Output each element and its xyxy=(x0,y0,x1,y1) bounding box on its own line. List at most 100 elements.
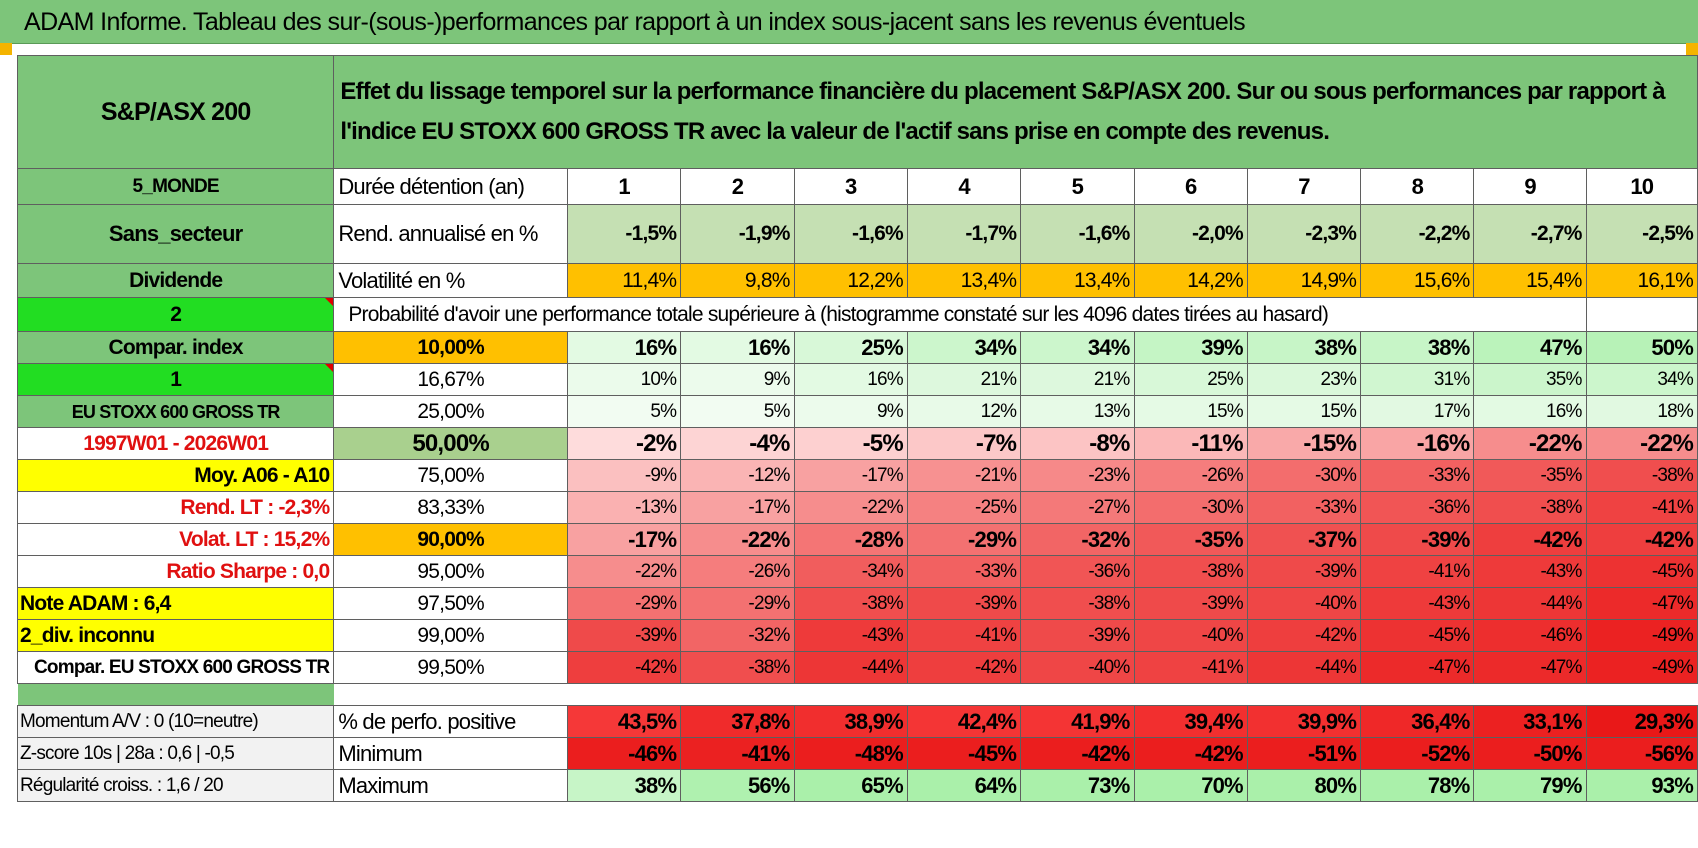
probability-value: -47% xyxy=(1473,651,1587,684)
description-line-2: l'indice EU STOXX 600 GROSS TR avec la v… xyxy=(340,118,1330,145)
annual-return-value: -1,6% xyxy=(1020,204,1135,264)
probability-value: -44% xyxy=(793,651,908,684)
probability-value: -7% xyxy=(906,427,1022,460)
minimum-left-cell: Z-score 10s | 28a : 0,6 | -0,5 xyxy=(16,737,335,770)
probability-value: -30% xyxy=(1246,459,1362,492)
volatility-value: 15,4% xyxy=(1473,263,1587,298)
probability-value: -32% xyxy=(680,619,795,652)
probability-value: -42% xyxy=(1473,523,1587,556)
probability-value: -38% xyxy=(1133,555,1248,588)
positive-perf-value: 43,5% xyxy=(566,705,682,738)
minimum-value: -52% xyxy=(1360,737,1475,770)
year-header: 8 xyxy=(1360,168,1475,205)
region-cell: 5_MONDE xyxy=(16,168,335,205)
volatility-label: Volatilité en % xyxy=(333,263,568,298)
probability-value: -39% xyxy=(906,587,1022,620)
probability-value: 38% xyxy=(1246,331,1362,364)
probability-value: -39% xyxy=(1360,523,1475,556)
probability-value: -16% xyxy=(1360,427,1475,460)
probability-value: -11% xyxy=(1133,427,1248,460)
year-header: 7 xyxy=(1246,168,1362,205)
probability-value: -26% xyxy=(680,555,795,588)
positive-perf-value: 42,4% xyxy=(906,705,1022,738)
probability-value: -29% xyxy=(566,587,682,620)
probability-value: -29% xyxy=(680,587,795,620)
probability-threshold: 16,67% xyxy=(333,363,568,396)
probability-value: 21% xyxy=(1020,363,1135,396)
probability-value: -9% xyxy=(566,459,682,492)
maximum-value: 38% xyxy=(566,769,682,802)
probability-value: -22% xyxy=(680,523,795,556)
annual-return-label: Rend. annualisé en % xyxy=(333,204,568,264)
number-1-cell: 1 xyxy=(16,363,335,396)
probability-value: -33% xyxy=(906,555,1022,588)
minimum-value: -45% xyxy=(906,737,1022,770)
maximum-value: 56% xyxy=(680,769,795,802)
positive-perf-value: 29,3% xyxy=(1585,705,1698,738)
volatility-value: 13,4% xyxy=(906,263,1022,298)
probability-value: -12% xyxy=(680,459,795,492)
annual-return-value: -2,2% xyxy=(1360,204,1475,264)
probability-value: -32% xyxy=(1020,523,1135,556)
probability-value: -39% xyxy=(1246,555,1362,588)
probability-value: 35% xyxy=(1473,363,1587,396)
probability-threshold: 25,00% xyxy=(333,395,568,428)
probability-value: -17% xyxy=(793,459,908,492)
number-2-cell: 2 xyxy=(16,297,335,332)
probability-value: -22% xyxy=(566,555,682,588)
year-header: 4 xyxy=(906,168,1022,205)
probability-value: -22% xyxy=(1585,427,1698,460)
maximum-value: 73% xyxy=(1020,769,1135,802)
probability-value: 34% xyxy=(1585,363,1698,396)
probability-value: -45% xyxy=(1360,619,1475,652)
year-header: 10 xyxy=(1585,168,1698,205)
probability-value: 34% xyxy=(1020,331,1135,364)
compar-index-cell: Compar. index xyxy=(16,331,335,364)
probability-value: -42% xyxy=(566,651,682,684)
probability-threshold: 95,00% xyxy=(333,555,568,588)
probability-value: -35% xyxy=(1473,459,1587,492)
probability-value: -42% xyxy=(1246,619,1362,652)
maximum-value: 70% xyxy=(1133,769,1248,802)
index-name-cell: EU STOXX 600 GROSS TR xyxy=(16,395,335,428)
sector-cell: Sans_secteur xyxy=(16,204,335,264)
probability-value: -28% xyxy=(793,523,908,556)
probability-value: -4% xyxy=(680,427,795,460)
minimum-label: Minimum xyxy=(333,737,568,770)
description-line-1: Effet du lissage temporel sur la perform… xyxy=(340,78,1665,105)
probability-value: 31% xyxy=(1360,363,1475,396)
minimum-value: -50% xyxy=(1473,737,1587,770)
volatility-value: 15,6% xyxy=(1360,263,1475,298)
probability-threshold: 90,00% xyxy=(333,523,568,556)
volatility-value: 14,9% xyxy=(1246,263,1362,298)
probability-threshold: 50,00% xyxy=(333,427,568,460)
volatility-value: 16,1% xyxy=(1585,263,1698,298)
probability-value: 18% xyxy=(1585,395,1698,428)
probability-value: 16% xyxy=(793,363,908,396)
probability-threshold: 83,33% xyxy=(333,491,568,524)
year-header: 9 xyxy=(1473,168,1587,205)
blank-cell xyxy=(1473,297,1587,332)
minimum-value: -56% xyxy=(1585,737,1698,770)
probability-value: -5% xyxy=(793,427,908,460)
blank-cell xyxy=(1585,297,1698,332)
probability-value: -44% xyxy=(1246,651,1362,684)
volatility-value: 12,2% xyxy=(793,263,908,298)
probability-value: -36% xyxy=(1020,555,1135,588)
selection-handle-right xyxy=(1686,43,1698,55)
minimum-value: -46% xyxy=(566,737,682,770)
probability-value: -15% xyxy=(1246,427,1362,460)
probability-value: 16% xyxy=(566,331,682,364)
probability-value: -2% xyxy=(566,427,682,460)
probability-value: -38% xyxy=(1585,459,1698,492)
probability-value: -44% xyxy=(1473,587,1587,620)
probability-value: -43% xyxy=(793,619,908,652)
probability-value: -13% xyxy=(566,491,682,524)
probability-value: 10% xyxy=(566,363,682,396)
year-header: 5 xyxy=(1020,168,1135,205)
dividend-status-cell: 2_div. inconnu xyxy=(16,619,335,652)
probability-value: -49% xyxy=(1585,651,1698,684)
probability-value: 9% xyxy=(680,363,795,396)
performance-table: S&P/ASX 200 Effet du lissage temporel su… xyxy=(16,55,1698,802)
period-cell: 1997W01 - 2026W01 xyxy=(16,427,335,460)
